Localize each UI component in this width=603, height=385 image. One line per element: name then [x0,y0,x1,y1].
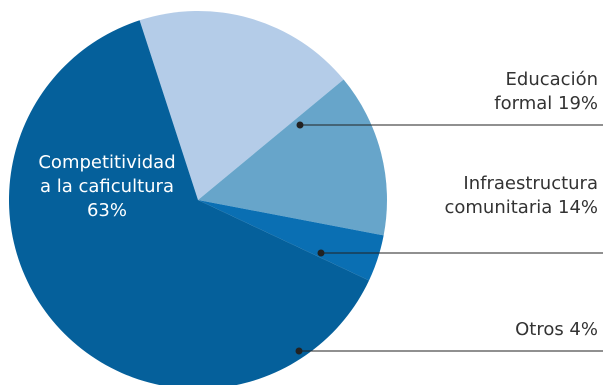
leader-dot [296,121,304,129]
slice-label-line: Competitividad [38,152,175,173]
slice-infraestructura-comunitaria [198,79,387,236]
leader-dot [317,249,325,257]
slice-label-line: a la caficultura [40,176,174,197]
slice-labels: Educación formal 19% Infraestructura comuni… [38,69,598,340]
slice-label-line: Educación [506,69,598,90]
slice-label-line: Otros 4% [515,319,598,340]
leader-lines [295,121,603,355]
slice-educacion-formal [139,11,344,200]
slice-otros [198,200,384,281]
leader-dot [295,347,303,355]
slice-label-line: Infraestructura [463,173,598,194]
slice-competitividad [8,20,370,385]
slice-label-line: 63% [87,200,127,221]
slice-label-line: comunitaria 14% [444,197,598,218]
slice-label-line: formal 19% [494,93,598,114]
pie-slices [8,11,387,385]
